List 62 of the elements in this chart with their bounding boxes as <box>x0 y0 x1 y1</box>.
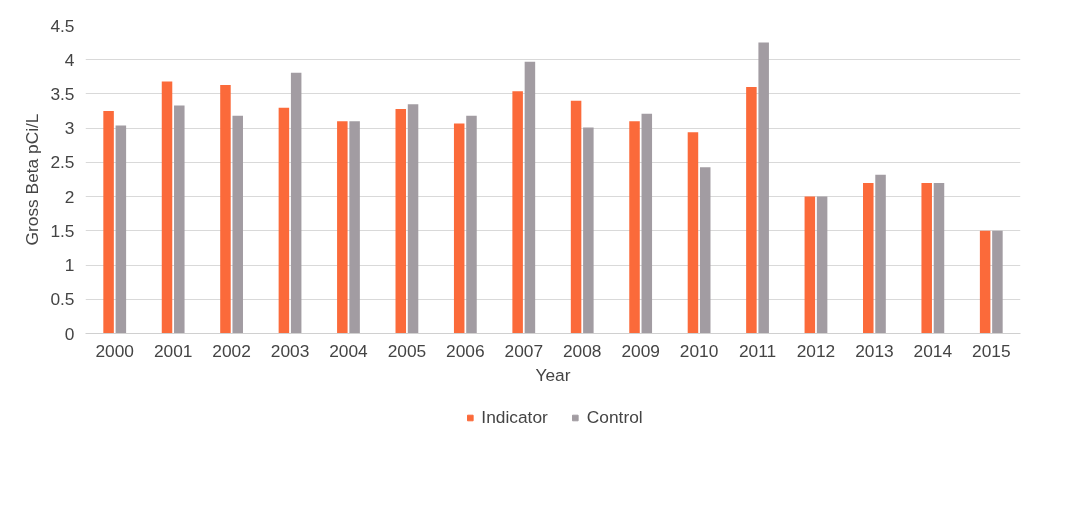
y-tick-label: 1.5 <box>50 220 75 241</box>
bar <box>232 115 243 334</box>
bar <box>570 100 582 334</box>
bar <box>407 104 419 334</box>
bar <box>337 121 348 334</box>
y-tick-label: 0 <box>64 323 75 344</box>
x-tick-label: 2003 <box>270 340 310 361</box>
bar <box>863 182 874 334</box>
bar <box>161 81 173 334</box>
y-axis-title: Gross Beta pCi/L <box>22 113 43 246</box>
bar <box>395 109 407 334</box>
legend-label: Indicator <box>481 406 548 428</box>
x-tick-label: 2011 <box>738 340 777 361</box>
x-tick-label: 2013 <box>855 340 894 361</box>
y-tick-label: 4.5 <box>50 15 75 36</box>
legend-label: Control <box>586 406 643 428</box>
bar <box>278 107 290 334</box>
bar <box>466 115 477 334</box>
bar <box>816 196 828 334</box>
bar <box>758 42 769 334</box>
x-tick-label: 2006 <box>446 340 485 361</box>
bar <box>979 230 991 334</box>
bar <box>641 113 653 334</box>
bar <box>453 123 465 334</box>
y-tick-label: 3 <box>64 118 75 139</box>
bar <box>174 105 185 334</box>
bar <box>103 111 114 334</box>
x-tick-label: 2001 <box>153 340 193 361</box>
bar <box>290 72 302 334</box>
y-tick-label: 2.5 <box>50 152 75 173</box>
y-tick-label: 1 <box>64 255 75 276</box>
bar <box>921 182 932 334</box>
bar <box>804 196 816 334</box>
bar <box>687 132 699 334</box>
bar <box>524 61 536 334</box>
y-tick-label: 0.5 <box>50 289 75 310</box>
x-tick-label: 2009 <box>621 340 660 361</box>
bar <box>583 127 594 334</box>
bar <box>992 230 1003 334</box>
x-axis-title: Year <box>535 364 571 385</box>
bar <box>349 121 360 334</box>
bar <box>512 91 523 334</box>
x-tick-label: 2010 <box>679 340 719 361</box>
y-tick-label: 2 <box>64 186 75 207</box>
x-tick-label: 2015 <box>972 340 1011 361</box>
bar <box>875 174 886 334</box>
bar <box>933 182 945 334</box>
bar <box>699 167 711 334</box>
bar <box>746 87 757 334</box>
y-tick-label: 4 <box>64 49 75 70</box>
x-tick-label: 2002 <box>212 340 251 361</box>
bar <box>220 85 231 334</box>
x-tick-label: 2005 <box>387 340 427 361</box>
x-tick-label: 2008 <box>562 340 602 361</box>
bar <box>629 121 640 334</box>
x-tick-label: 2000 <box>95 340 135 361</box>
x-tick-label: 2012 <box>796 340 836 361</box>
x-tick-label: 2014 <box>913 340 953 361</box>
bar <box>115 125 127 334</box>
y-tick-label: 3.5 <box>50 83 75 104</box>
x-tick-label: 2007 <box>504 340 544 361</box>
x-tick-label: 2004 <box>329 340 369 361</box>
